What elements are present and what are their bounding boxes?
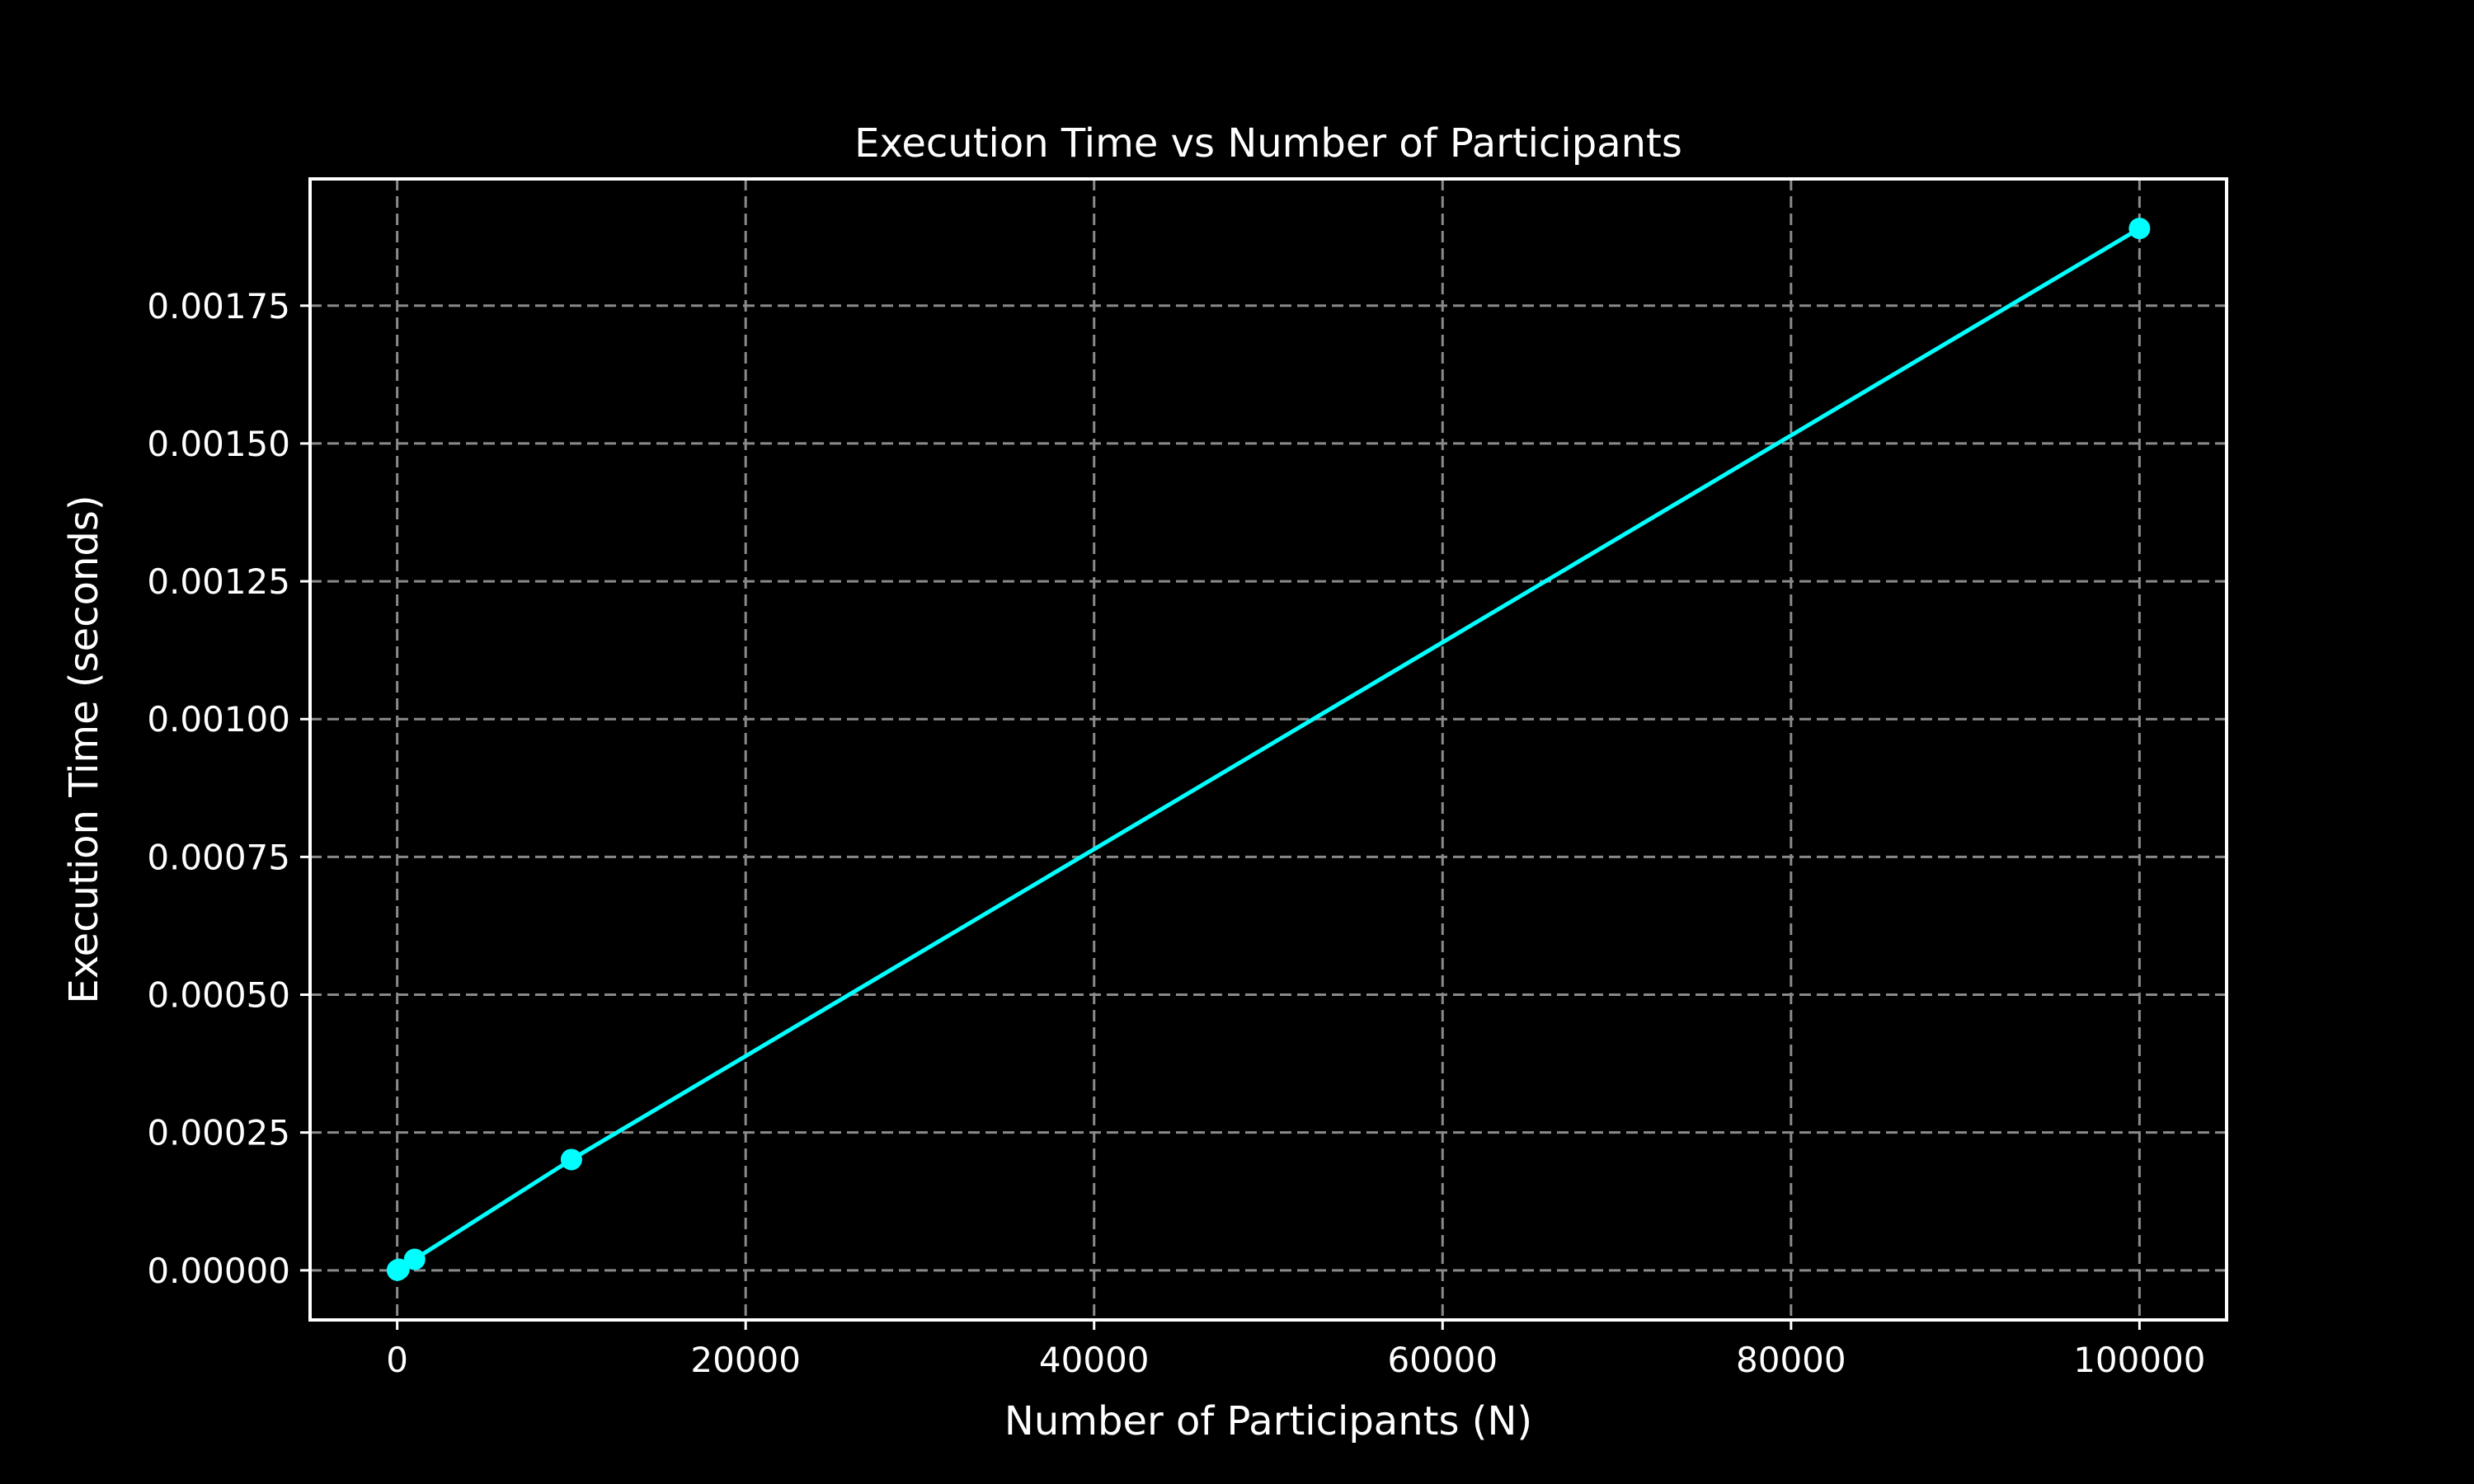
chart-title: Execution Time vs Number of Participants [854, 120, 1682, 167]
y-tick-label: 0.00075 [147, 837, 290, 877]
data-point [2128, 218, 2151, 240]
y-tick-label: 0.00175 [147, 286, 290, 326]
y-axis-label: Execution Time (seconds) [61, 495, 107, 1003]
y-tick-label: 0.00000 [147, 1251, 290, 1291]
y-tick-label: 0.00025 [147, 1113, 290, 1153]
x-tick-label: 80000 [1736, 1340, 1846, 1380]
data-series [386, 218, 2151, 1281]
x-tick-label: 60000 [1387, 1340, 1498, 1380]
x-axis-label: Number of Participants (N) [1004, 1398, 1532, 1444]
y-tick-label: 0.00050 [147, 975, 290, 1016]
grid-lines [310, 179, 2227, 1320]
axis-ticks: 0 20000 40000 60000 80000 100000 0.00000 0.0002… [147, 286, 2205, 1380]
data-point [403, 1248, 426, 1270]
x-tick-label: 20000 [690, 1340, 801, 1380]
y-tick-label: 0.00125 [147, 561, 290, 602]
y-tick-label: 0.00150 [147, 424, 290, 464]
x-tick-label: 40000 [1039, 1340, 1150, 1380]
data-point [388, 1258, 410, 1280]
x-tick-label: 0 [386, 1340, 408, 1380]
x-tick-label: 100000 [2073, 1340, 2205, 1380]
y-tick-label: 0.00100 [147, 699, 290, 740]
data-point [560, 1148, 582, 1171]
plot-area-frame [308, 177, 2228, 1322]
